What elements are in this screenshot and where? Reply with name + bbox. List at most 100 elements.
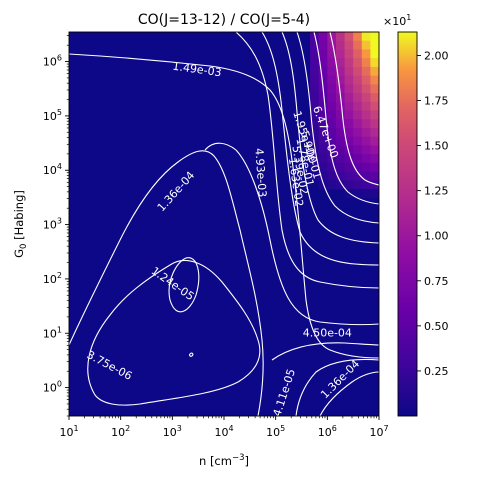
- heatmap-cell: [370, 145, 379, 155]
- heatmap-cell: [310, 101, 320, 111]
- x-tick-label: 106: [318, 424, 337, 439]
- heatmap-cell: [353, 75, 363, 85]
- heatmap-cell: [335, 66, 345, 77]
- heatmap-cell: [344, 40, 354, 50]
- contour-line-4.50e-04: [271, 342, 379, 361]
- heatmap-cell: [335, 84, 345, 94]
- heatmap-cell: [335, 110, 345, 120]
- heatmap-cell: [353, 84, 363, 94]
- heatmap-cell: [353, 101, 363, 111]
- y-tick-label: 102: [43, 271, 62, 286]
- x-tick-label: 107: [369, 424, 388, 439]
- heatmap-cell: [370, 49, 379, 59]
- heatmap-cell: [353, 154, 363, 164]
- heatmap-cell: [310, 40, 320, 50]
- heatmap-cell: [310, 93, 320, 103]
- heatmap-cell: [353, 49, 363, 59]
- contour-label: 4.93e-03: [252, 148, 268, 198]
- heatmap-cell: [327, 32, 337, 42]
- contour-line-5.90e-01: [296, 32, 379, 224]
- colorbar-ticks: 0.25 0.50 0.75 1.00 1.25 1.50 1.75 2.00: [417, 49, 449, 378]
- colorbar-tick-label: 1.00: [424, 230, 449, 243]
- heatmap-cell: [327, 128, 337, 138]
- heatmap-cell: [310, 128, 320, 138]
- x-tick-label: 101: [59, 424, 78, 439]
- heatmap-cell: [361, 180, 371, 190]
- heatmap-cell: [353, 32, 363, 42]
- heatmap-cell: [370, 162, 379, 173]
- colorbar-tick-label: 0.25: [424, 365, 449, 378]
- heatmap-cell: [344, 84, 354, 94]
- heatmap-cell: [318, 40, 328, 50]
- contour-line-1.63e-02: [235, 32, 379, 289]
- heatmap-cell: [370, 93, 379, 103]
- heatmap-cell: [344, 128, 354, 138]
- contour-label: 4.50e-04: [303, 326, 352, 339]
- heatmap-cell: [335, 145, 345, 155]
- y-tick-label: 103: [43, 217, 62, 232]
- colorbar-tick-label: 0.50: [424, 320, 449, 333]
- heatmap-cell: [353, 66, 363, 77]
- heatmap-cell: [310, 119, 320, 129]
- y-axis-label: G0 [Habing]: [12, 190, 29, 258]
- heatmap-cell: [344, 58, 354, 68]
- heatmap-cell: [370, 189, 379, 199]
- heatmap-cell: [370, 58, 379, 68]
- heatmap-cell: [370, 136, 379, 146]
- y-axis-ticks: 100 101 102 103 104 105 106: [43, 35, 69, 417]
- contour-line-5.39e-02: [261, 32, 379, 266]
- heatmap-cell: [344, 32, 354, 42]
- heatmap-cell: [327, 84, 337, 94]
- heatmap-cell: [310, 66, 320, 77]
- heatmap-cell: [327, 93, 337, 103]
- heatmap-cell: [318, 32, 328, 42]
- heatmap-cell: [327, 180, 337, 190]
- heatmap-cell: [353, 110, 363, 120]
- heatmap-cell: [327, 75, 337, 85]
- y-tick-label: 106: [43, 54, 62, 69]
- heatmap-cell: [361, 58, 371, 68]
- heatmap-cell: [370, 40, 379, 50]
- heatmap-cell: [361, 189, 371, 199]
- heatmap-cell: [335, 101, 345, 111]
- plot-area: 1.49e-031.36e-041.24e-053.75e-064.93e-03…: [43, 31, 389, 439]
- heatmap-cell: [335, 58, 345, 68]
- heatmap-cell: [361, 49, 371, 59]
- chart-title: CO(J=13-12) / CO(J=5-4): [138, 12, 310, 28]
- heatmap-cell: [318, 93, 328, 103]
- heatmap-cell: [344, 75, 354, 85]
- contour-line-4.93e-03: [204, 142, 379, 326]
- heatmap-cell: [335, 171, 345, 181]
- colorbar-tick-label: 0.75: [424, 275, 449, 288]
- contour-line-4.11e-05: [295, 359, 379, 416]
- heatmap-cell: [353, 40, 363, 50]
- heatmap-cell: [361, 110, 371, 120]
- contour-line-1.24e-05: [87, 259, 261, 406]
- heatmap-cell: [353, 162, 363, 173]
- colorbar-tick-label: 1.25: [424, 185, 449, 198]
- heatmap-cell: [344, 93, 354, 103]
- x-tick-label: 104: [214, 424, 233, 439]
- y-tick-label: 104: [43, 162, 62, 177]
- heatmap-cell: [353, 119, 363, 129]
- heatmap-cell: [370, 171, 379, 181]
- heatmap-cell: [353, 136, 363, 146]
- heatmap-cell: [335, 136, 345, 146]
- heatmap-cell: [318, 49, 328, 59]
- heatmap-cell: [370, 84, 379, 94]
- contour-line-3.75e-06: [189, 352, 194, 357]
- contour-lines: [69, 32, 379, 416]
- heatmap-cell: [361, 145, 371, 155]
- heatmap-cell: [344, 66, 354, 77]
- colorbar-multiplier: ×101: [383, 13, 411, 28]
- contour-line-1.36e-04: [69, 150, 264, 416]
- heatmap-cell: [344, 101, 354, 111]
- heatmap-cell: [327, 145, 337, 155]
- heatmap-cell: [361, 66, 371, 77]
- heatmap-cell: [318, 180, 328, 190]
- colorbar-tick-label: 1.75: [424, 95, 449, 108]
- contour-line-1.95e+00: [313, 32, 379, 205]
- heatmap-cell: [335, 40, 345, 50]
- x-tick-label: 103: [163, 424, 182, 439]
- colorbar-tick-label: 2.00: [424, 49, 449, 62]
